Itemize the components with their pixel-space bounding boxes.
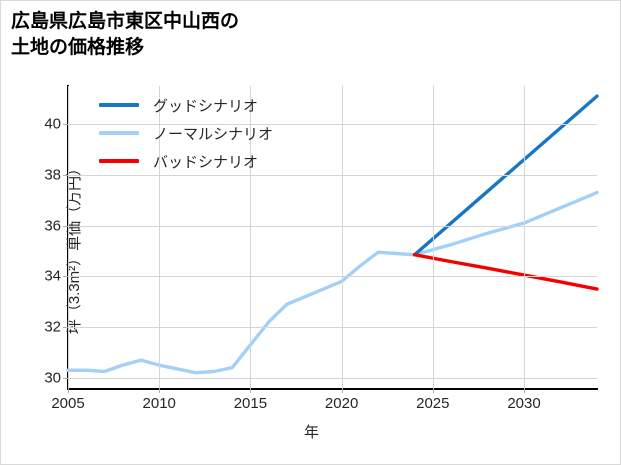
gridline-horizontal [68, 327, 597, 329]
x-tick-mark [250, 388, 252, 393]
gridline-vertical [341, 86, 343, 388]
y-tick-label: 34 [44, 267, 61, 285]
x-tick-label: 2005 [51, 395, 85, 412]
y-tick-mark [63, 377, 68, 379]
x-tick-label: 2015 [233, 395, 268, 412]
x-tick-mark [159, 388, 161, 393]
y-tick-mark [63, 124, 68, 126]
y-tick-label: 40 [44, 115, 61, 133]
y-tick-mark [63, 225, 68, 227]
series-line [66, 190, 599, 375]
y-tick-label: 30 [44, 369, 61, 387]
x-tick-label: 2010 [142, 395, 176, 412]
gridline-vertical [432, 86, 434, 388]
legend-color-swatch [99, 103, 139, 107]
gridline-horizontal [68, 174, 597, 176]
gridline-vertical [159, 86, 161, 388]
y-tick-label: 32 [44, 318, 61, 336]
gridline-vertical [68, 86, 69, 388]
y-tick-mark [63, 327, 68, 329]
x-tick-mark [524, 388, 526, 393]
series-line [412, 253, 599, 291]
gridline-horizontal [68, 377, 597, 379]
x-tick-mark [68, 388, 69, 393]
y-tick-label: 36 [44, 217, 61, 235]
gridline-vertical [250, 86, 252, 388]
gridline-horizontal [68, 124, 597, 126]
legend-item[interactable]: バッドシナリオ [99, 152, 273, 171]
x-tick-label: 2020 [324, 395, 359, 412]
x-tick-mark [341, 388, 343, 393]
x-tick-labels: 2005 2010 2015 2020 2025 2030 [51, 395, 597, 415]
x-tick-mark [432, 388, 434, 393]
y-tick-labels: 30 32 34 36 38 40 [19, 86, 61, 388]
legend-label: グッドシナリオ [153, 97, 259, 115]
gridline-horizontal [68, 225, 597, 227]
gridline-horizontal [68, 276, 597, 278]
y-tick-mark [63, 276, 68, 278]
x-tick-label: 2025 [416, 395, 450, 412]
chart-title: 広島県広島市東区中山西の 土地の価格推移 [11, 11, 240, 59]
y-tick-mark [63, 174, 68, 176]
legend-item[interactable]: グッドシナリオ [99, 96, 273, 115]
x-axis-line [67, 388, 598, 390]
legend-item[interactable]: ノーマルシナリオ [99, 124, 274, 143]
legend-label: バッドシナリオ [153, 153, 259, 171]
chart-legend: グッドシナリオ ノーマルシナリオ バッドシナリオ [99, 96, 274, 171]
x-axis-title: 年 [303, 424, 319, 441]
legend-color-swatch [99, 131, 139, 135]
legend-label: ノーマルシナリオ [153, 125, 274, 143]
y-tick-label: 38 [44, 166, 61, 184]
x-tick-label: 2030 [507, 395, 541, 412]
gridline-vertical [524, 86, 526, 388]
legend-color-swatch [99, 159, 139, 163]
plot-area [63, 86, 599, 393]
